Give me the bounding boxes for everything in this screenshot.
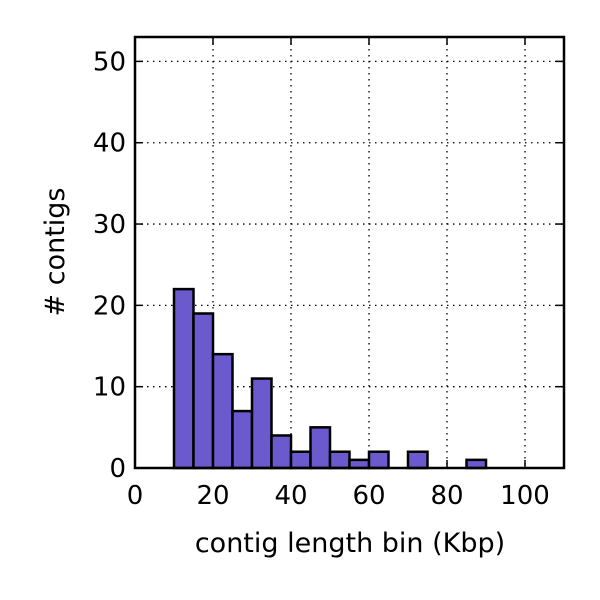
x-tick-label: 100 (500, 481, 550, 511)
y-tick-label: 30 (93, 210, 126, 240)
x-axis-label: contig length bin (Kbp) (195, 528, 505, 559)
axis-ticks (134, 37, 564, 469)
histogram-bar (192, 312, 215, 470)
x-tick-label: 60 (352, 481, 385, 511)
histogram-bar (250, 377, 273, 470)
y-tick-label: 20 (93, 291, 126, 321)
histogram-bars (172, 287, 488, 470)
x-tick-label: 80 (430, 481, 463, 511)
x-tick-label: 40 (274, 481, 307, 511)
y-tick-label: 50 (93, 47, 126, 77)
plot-frame (133, 35, 566, 470)
y-tick-label: 40 (93, 129, 126, 159)
x-tick-labels: 0 20 40 60 80 100 (127, 481, 550, 511)
x-tick-label: 0 (127, 481, 144, 511)
histogram-bar (172, 287, 195, 470)
histogram-bar (211, 352, 234, 470)
histogram-bar (231, 409, 254, 470)
histogram-bar (309, 426, 332, 470)
y-axis-label: # contigs (40, 188, 71, 317)
y-tick-labels: 0 10 20 30 40 50 (93, 47, 126, 484)
histogram-bar (367, 450, 390, 470)
x-tick-label: 20 (196, 481, 229, 511)
histogram-bar (406, 450, 429, 470)
y-tick-label: 0 (109, 454, 126, 484)
histogram-bar (270, 434, 293, 470)
y-tick-label: 10 (93, 373, 126, 403)
histogram-bar (328, 450, 351, 470)
histogram-bar (289, 450, 312, 470)
